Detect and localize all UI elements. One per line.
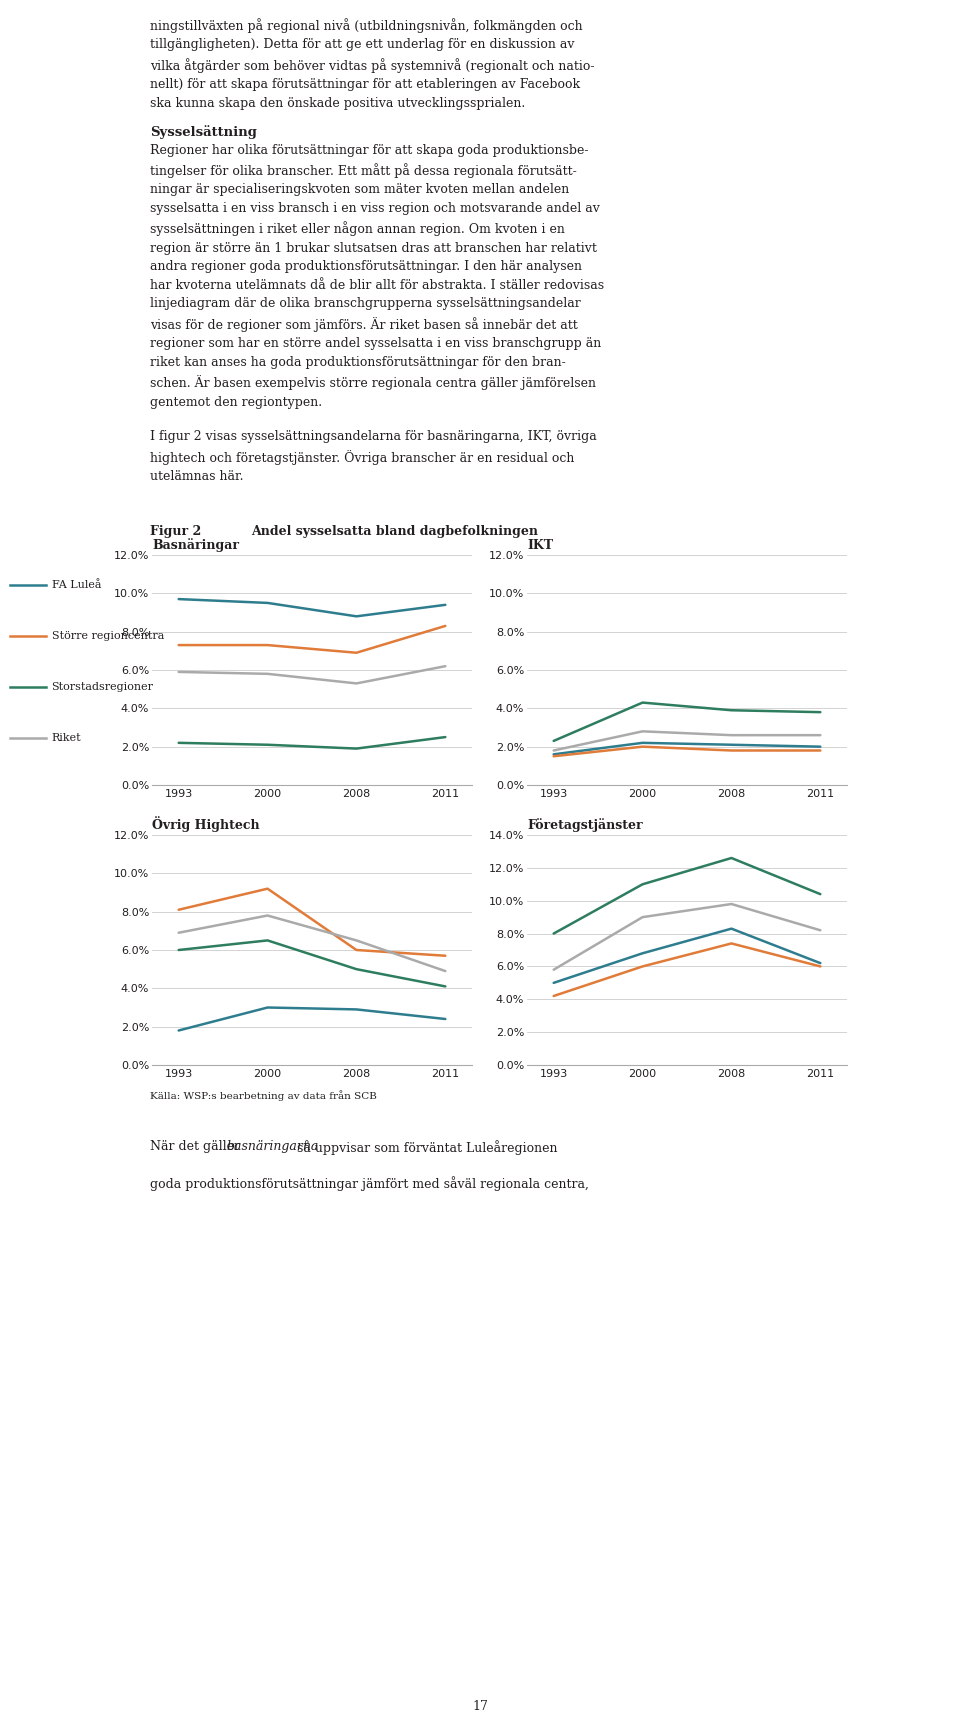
Text: ningstillväxten på regional nivå (utbildningsnivån, folkmängden och
tillgängligh: ningstillväxten på regional nivå (utbild… — [150, 17, 594, 109]
Text: Basnäringar: Basnäringar — [152, 539, 239, 553]
Text: Andel sysselsatta bland dagbefolkningen: Andel sysselsatta bland dagbefolkningen — [252, 524, 539, 538]
Text: När det gäller: När det gäller — [150, 1139, 244, 1153]
Text: Storstadsregioner: Storstadsregioner — [52, 681, 154, 692]
Text: Övrig Hightech: Övrig Hightech — [152, 817, 259, 832]
Text: 17: 17 — [472, 1701, 488, 1713]
Text: Sysselsättning: Sysselsättning — [150, 125, 257, 139]
Text: basnäringarna: basnäringarna — [227, 1139, 319, 1153]
Text: I figur 2 visas sysselsättningsandelarna för basnäringarna, IKT, övriga
hightech: I figur 2 visas sysselsättningsandelarna… — [150, 430, 597, 484]
Text: Större regioncentra: Större regioncentra — [52, 631, 164, 642]
Text: så uppvisar som förväntat Luleåregionen: så uppvisar som förväntat Luleåregionen — [293, 1139, 558, 1155]
Text: Regioner har olika förutsättningar för att skapa goda produktionsbe-
tingelser f: Regioner har olika förutsättningar för a… — [150, 144, 604, 409]
Text: goda produktionsförutsättningar jämfört med såväl regionala centra,: goda produktionsförutsättningar jämfört … — [150, 1176, 588, 1191]
Text: Figur 2: Figur 2 — [150, 524, 202, 538]
Text: IKT: IKT — [527, 539, 553, 553]
Text: Källa: WSP:s bearbetning av data från SCB: Källa: WSP:s bearbetning av data från SC… — [150, 1091, 377, 1101]
Text: Riket: Riket — [52, 733, 82, 742]
Text: FA Luleå: FA Luleå — [52, 579, 101, 590]
Text: Företagstjänster: Företagstjänster — [527, 818, 642, 832]
